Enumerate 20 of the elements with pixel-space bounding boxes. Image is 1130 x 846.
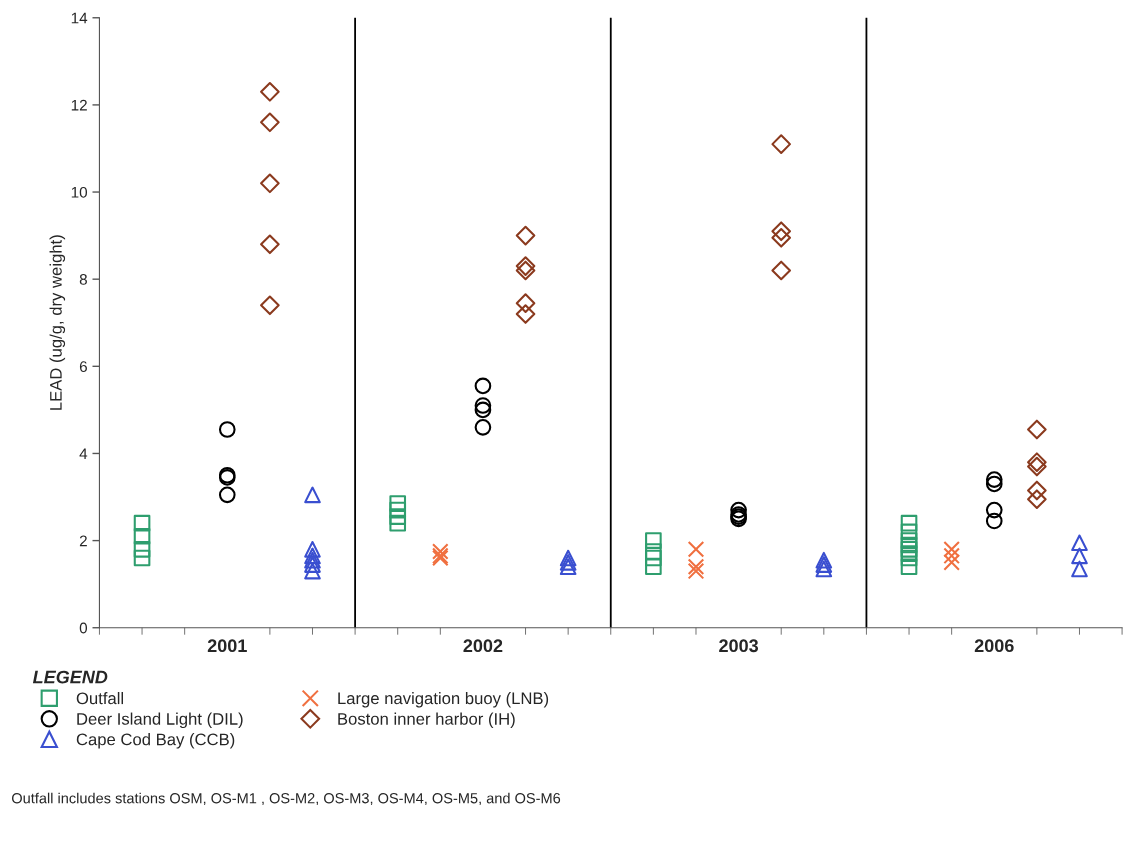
x-tick-label: 2003 xyxy=(719,639,759,653)
text: Outfall includes stations OSM, OS-M1 , OS-M2, OS-M3, OS-M4, OS-M5, and OS-M6 xyxy=(11,792,561,806)
y-tick-label: 4 xyxy=(79,448,88,459)
legend-label: Outfall xyxy=(76,692,124,705)
y-tick-label: 14 xyxy=(71,12,88,24)
legend-label: Boston inner harbor (IH) xyxy=(338,712,515,729)
x-tick-label: 2002 xyxy=(463,639,503,653)
legend-label: Deer Island Light (DIL) xyxy=(77,712,243,729)
y-tick-label: 0 xyxy=(79,622,88,634)
legend-title: LEGEND xyxy=(32,670,108,684)
y-tick-label: 8 xyxy=(79,274,87,285)
legend-label: Large navigation buoy (LNB) xyxy=(338,692,549,708)
y-tick-label: 12 xyxy=(71,99,87,111)
y-axis-title: LEAD (ug/g, dry weight) xyxy=(49,235,66,410)
y-tick-label: 2 xyxy=(79,535,87,547)
y-tick-label: 6 xyxy=(79,361,87,372)
x-tick-label: 2001 xyxy=(207,639,247,653)
x-tick-label: 2006 xyxy=(974,639,1014,653)
legend-label: Cape Cod Bay (CCB) xyxy=(76,733,235,749)
y-tick-label: 10 xyxy=(71,186,88,198)
